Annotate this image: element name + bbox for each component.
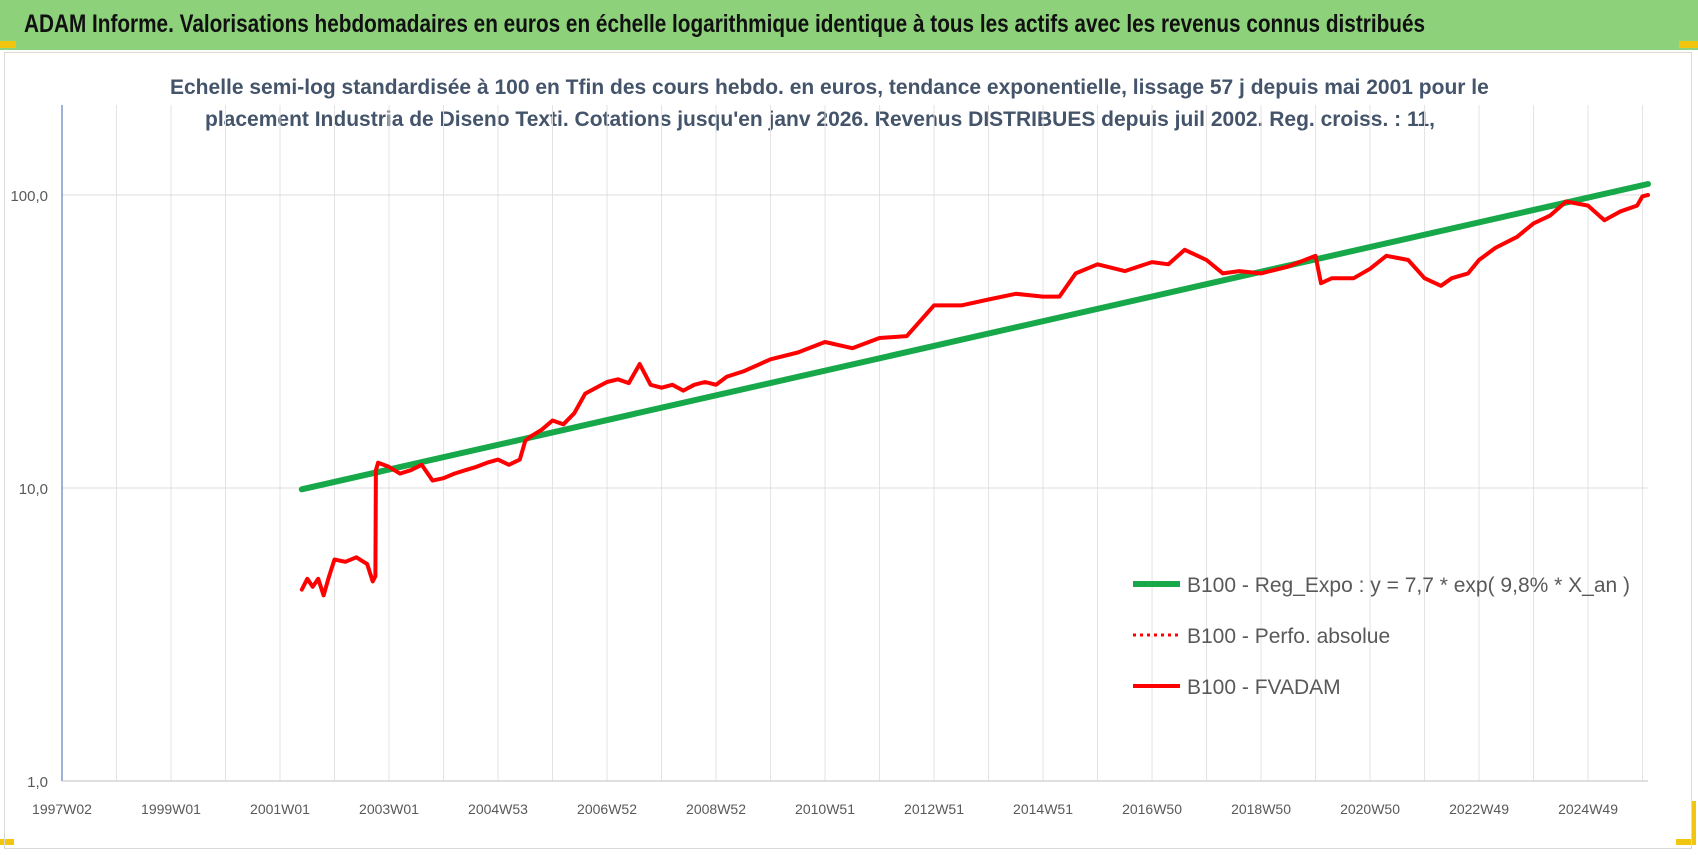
x-tick-label: 2003W01	[359, 801, 419, 817]
x-tick-label: 2020W50	[1340, 801, 1400, 817]
x-tick-label: 2008W52	[686, 801, 746, 817]
x-tick-label: 2006W52	[577, 801, 637, 817]
title-banner: ADAM Informe. Valorisations hebdomadaire…	[0, 0, 1698, 50]
y-tick-label: 100,0	[10, 188, 48, 205]
y-tick-label: 1,0	[27, 774, 48, 791]
x-tick-label: 2004W53	[468, 801, 528, 817]
corner-marker-top-left	[0, 41, 16, 48]
corner-marker-bottom-right	[1676, 839, 1696, 845]
corner-marker-bottom-left	[0, 839, 14, 845]
series-line-fvadam	[299, 193, 1650, 598]
x-tick-label: 2001W01	[250, 801, 310, 817]
legend-label: B100 - Reg_Expo : y = 7,7 * exp( 9,8% * …	[1187, 574, 1630, 597]
legend-label: B100 - FVADAM	[1187, 676, 1341, 699]
banner-title: ADAM Informe. Valorisations hebdomadaire…	[24, 10, 1426, 38]
x-tick-label: 1997W02	[32, 801, 92, 817]
x-tick-label: 2014W51	[1013, 801, 1073, 817]
x-tick-label: 2018W50	[1231, 801, 1291, 817]
x-tick-label: 2012W51	[904, 801, 964, 817]
chart-title-line-1: Echelle semi-log standardisée à 100 en T…	[170, 76, 1489, 99]
x-tick-label: 2024W49	[1558, 801, 1618, 817]
chart-frame	[4, 52, 1692, 849]
x-tick-label: 2010W51	[795, 801, 855, 817]
series-line-regression	[298, 181, 1651, 493]
corner-marker-right-edge	[1691, 801, 1696, 845]
chart-title-line-2: placement Industria de Diseno Texti. Cot…	[205, 108, 1435, 131]
x-tick-label: 2016W50	[1122, 801, 1182, 817]
legend-label: B100 - Perfo. absolue	[1187, 625, 1390, 648]
x-tick-label: 1999W01	[141, 801, 201, 817]
y-tick-label: 10,0	[19, 481, 48, 498]
x-tick-label: 2022W49	[1449, 801, 1509, 817]
corner-marker-top-right	[1679, 41, 1698, 48]
